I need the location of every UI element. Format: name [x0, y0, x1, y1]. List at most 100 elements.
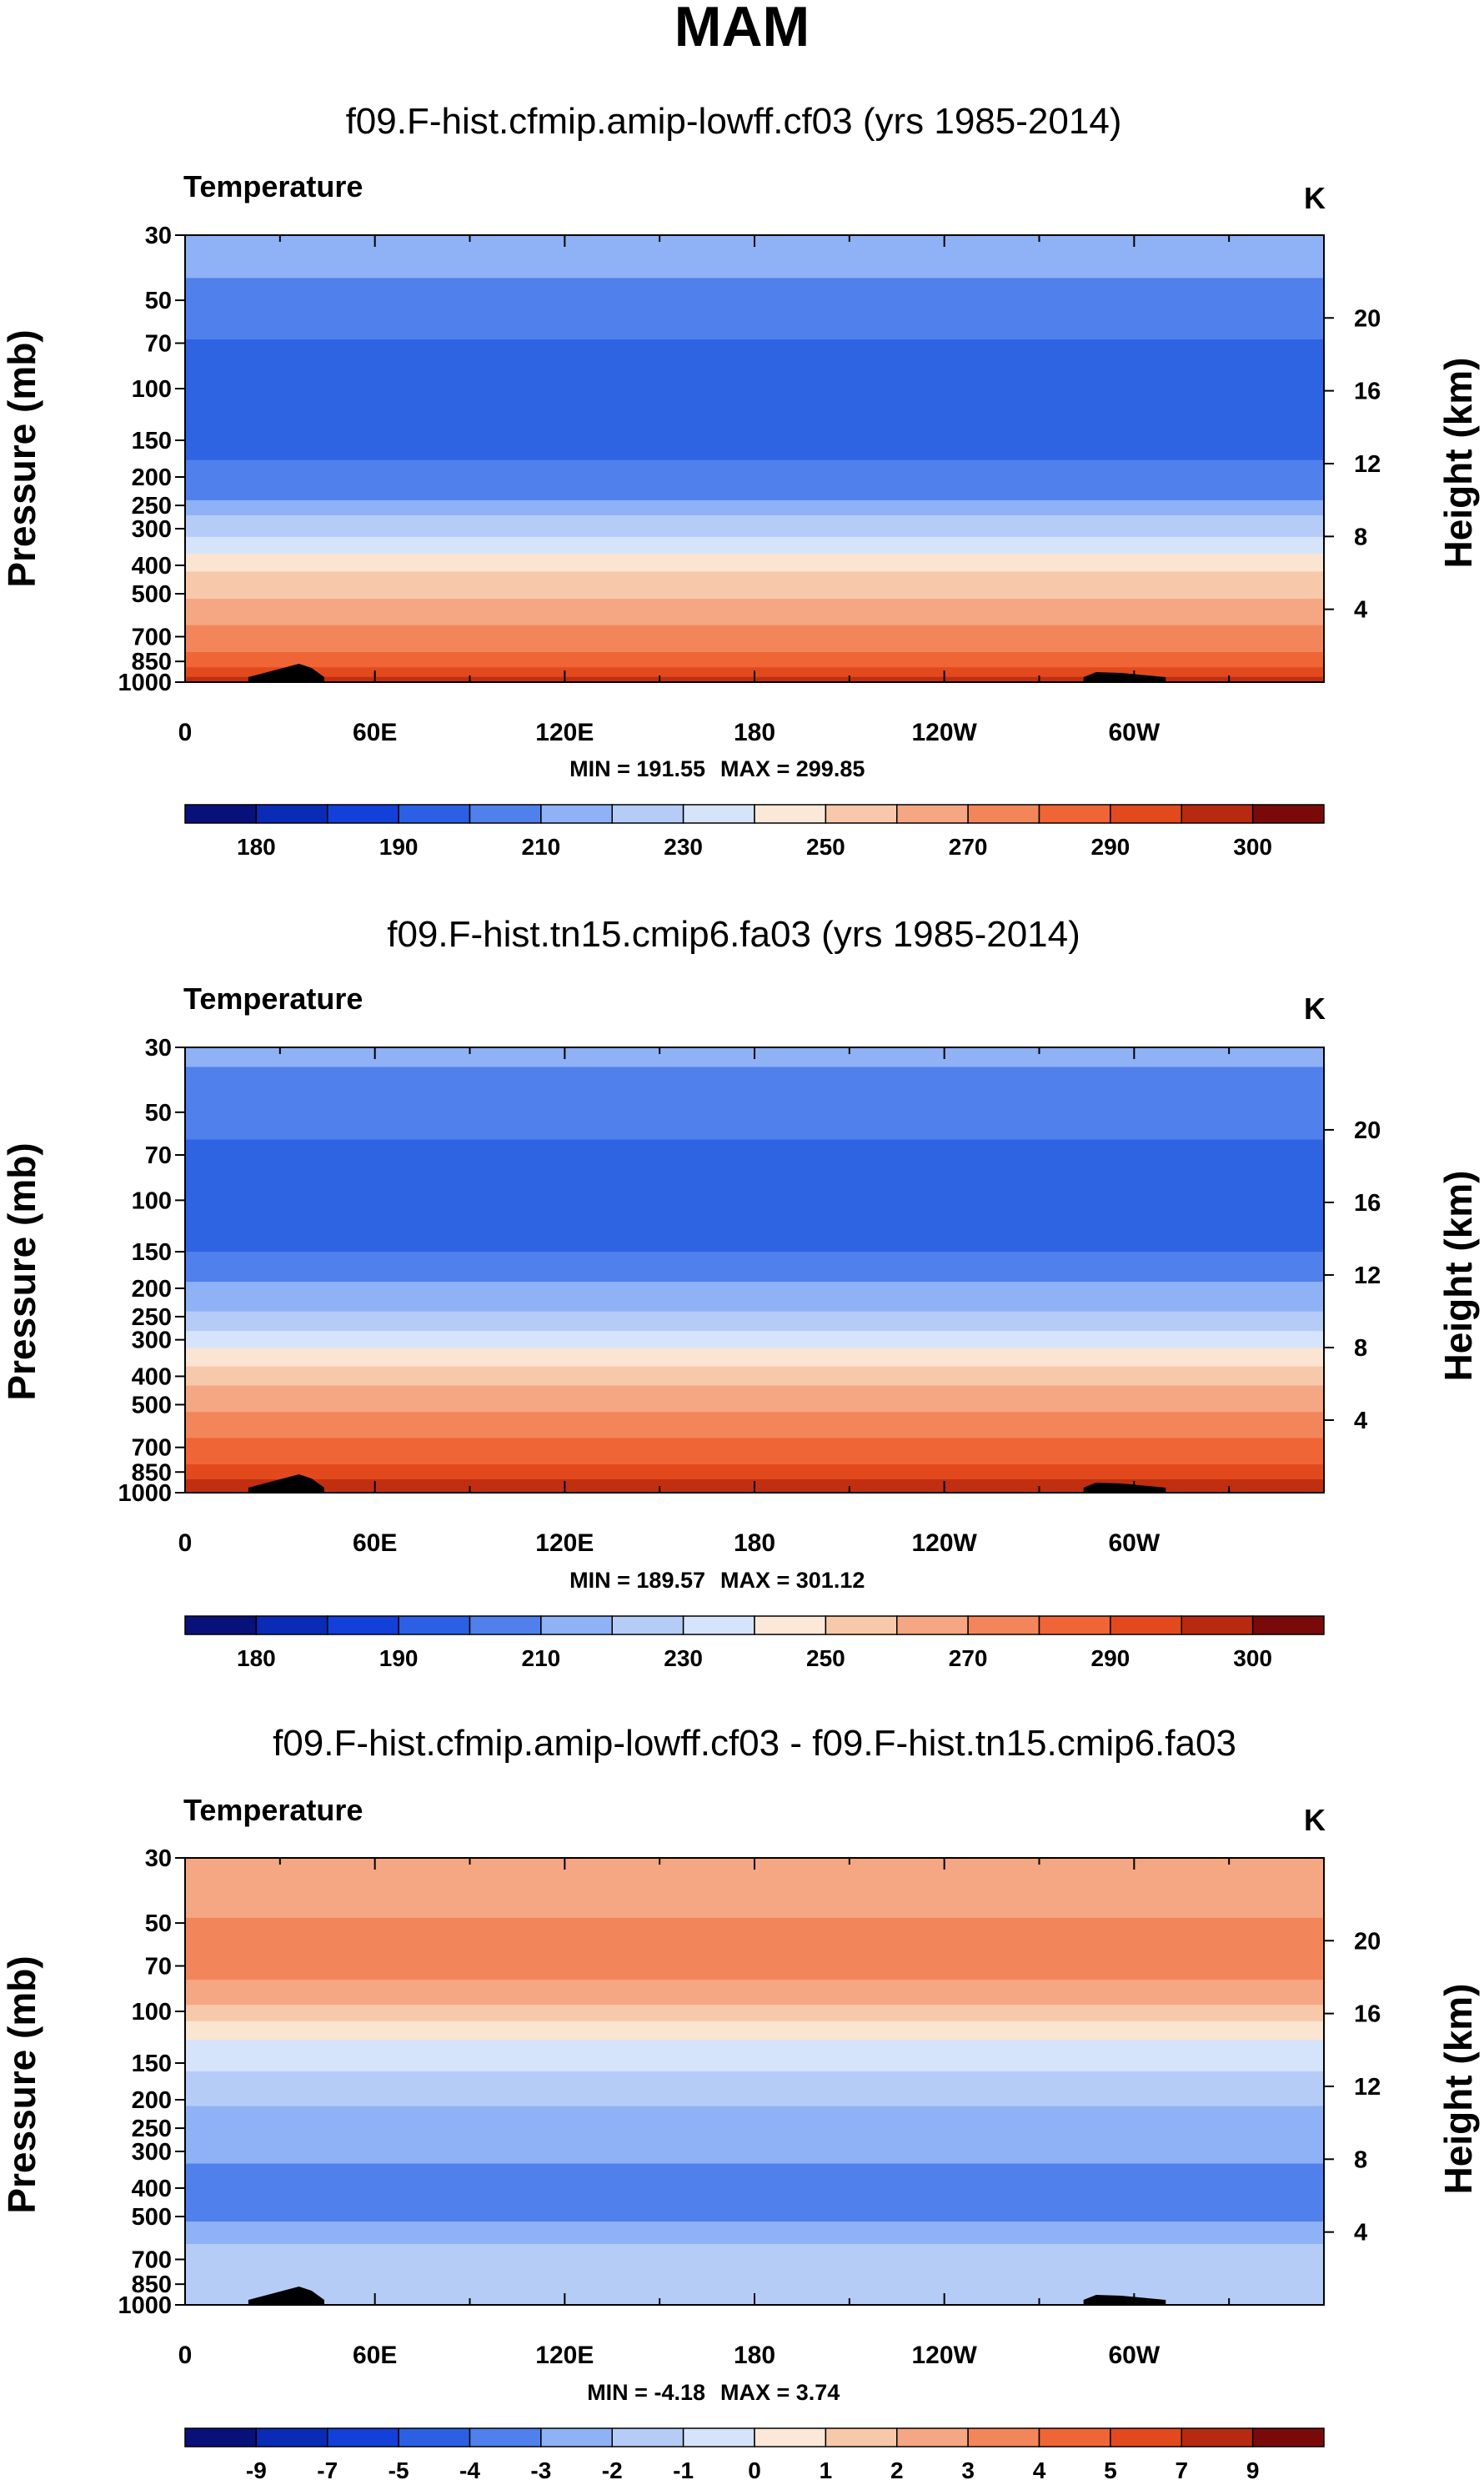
colorbar: 180 190 210 230 250 270 290 300	[184, 1615, 1325, 1671]
variable-label: Temperature	[183, 981, 363, 1016]
x-ticks: 0 60E 120E 180 120W 60W	[178, 1047, 1325, 1557]
x-tick-label: 180	[734, 719, 775, 746]
y-tick-label: 30	[145, 1845, 172, 1872]
contour-band	[185, 1311, 1324, 1332]
y-right-tick-label: 16	[1354, 1190, 1381, 1217]
colorbar-swatch	[825, 804, 898, 824]
contour-bands	[185, 1047, 1324, 1494]
y-tick-label: 70	[145, 331, 172, 358]
y-right-ticks: 20 16 12 8 4	[1324, 1117, 1381, 1434]
topography-shape	[1083, 2295, 1166, 2305]
y-tick-label: 500	[132, 1392, 172, 1418]
variable-label: Temperature	[183, 1793, 363, 1827]
colorbar-swatch	[255, 1615, 328, 1635]
x-tick-label: 180	[734, 2342, 775, 2369]
colorbar-swatch	[1038, 2427, 1111, 2447]
colorbar-tick-label: 230	[664, 1645, 703, 1671]
contour-bands	[185, 1858, 1324, 2306]
y-tick-label: 100	[132, 1999, 172, 2026]
colorbar-swatch	[1110, 2427, 1182, 2447]
contour-band	[185, 599, 1324, 626]
colorbar-swatch	[184, 1615, 258, 1635]
x-tick-label: 0	[178, 2342, 193, 2369]
colorbar-swatch	[1251, 1615, 1325, 1635]
contour-bands	[185, 235, 1324, 683]
y-tick-label: 250	[132, 2116, 172, 2142]
y-right-ticks: 20 16 12 8 4	[1324, 1928, 1381, 2247]
colorbar-swatch	[896, 804, 969, 824]
topography-shape	[248, 664, 324, 682]
colorbar-swatch	[469, 2427, 542, 2447]
max-label: MAX = 299.85	[720, 756, 865, 781]
colorbar-swatch	[682, 1615, 755, 1635]
y-tick-label: 1000	[118, 1480, 172, 1507]
y-tick-label: 70	[145, 1142, 172, 1169]
colorbar-tick-label: 290	[1091, 834, 1131, 860]
topography-shape	[248, 1474, 324, 1493]
y-right-tick-label: 12	[1354, 451, 1381, 478]
y-right-tick-label: 4	[1354, 597, 1367, 624]
x-tick-label: 0	[178, 719, 193, 746]
colorbar-tick-label: -7	[317, 2457, 338, 2480]
colorbar-swatch	[825, 1615, 898, 1635]
colorbar-swatch	[611, 804, 684, 824]
colorbar-swatch	[255, 2427, 328, 2447]
colorbar-tick-label: 7	[1175, 2457, 1188, 2480]
colorbar-swatch	[611, 2427, 684, 2447]
x-tick-label: 0	[178, 1529, 193, 1557]
y-tick-label: 50	[145, 1910, 172, 1937]
colorbar-tick-label: 180	[237, 834, 276, 860]
contour-band	[185, 1282, 1324, 1313]
contour-band	[185, 426, 1324, 461]
y-tick-label: 850	[132, 1459, 172, 1486]
colorbar-swatch	[327, 804, 399, 824]
y-tick-label: 250	[132, 493, 172, 520]
contour-band	[185, 278, 1324, 340]
y-tick-label: 700	[132, 2247, 172, 2273]
y-axis-label: Pressure (mb)	[0, 1955, 43, 2213]
contour-band	[185, 1385, 1324, 1413]
colorbar-tick-label: 210	[522, 1645, 561, 1671]
topography-shape	[248, 2287, 324, 2305]
colorbar-swatch	[1181, 2427, 1254, 2447]
colorbar-swatch	[1251, 2427, 1325, 2447]
min-label: MIN = 189.57	[569, 1568, 705, 1593]
y-tick-label: 100	[132, 1187, 172, 1214]
colorbar-swatch	[398, 804, 471, 824]
contour-band	[185, 515, 1324, 538]
x-tick-label: 60W	[1108, 1529, 1160, 1557]
colorbar-swatch	[540, 1615, 613, 1635]
colorbar-tick-label: 270	[949, 834, 988, 860]
colorbar-swatch	[754, 1615, 827, 1635]
topography-mask	[248, 2287, 1166, 2305]
y-tick-label: 700	[132, 624, 172, 650]
contour-band	[185, 1980, 1324, 2006]
y-axis-label: Pressure (mb)	[0, 329, 43, 587]
contour-band	[185, 553, 1324, 572]
figure-title: MAM	[674, 0, 810, 58]
colorbar-tick-label: 5	[1104, 2457, 1117, 2480]
colorbar-tick-label: -3	[530, 2457, 551, 2480]
y-right-tick-label: 8	[1354, 2146, 1367, 2173]
colorbar-swatch	[469, 1615, 542, 1635]
colorbar-swatch	[967, 804, 1040, 824]
y-tick-label: 50	[145, 1100, 172, 1127]
colorbar-tick-label: 270	[949, 1645, 988, 1671]
colorbar-swatch	[398, 2427, 471, 2447]
contour-band	[185, 625, 1324, 653]
panel-title: f09.F-hist.cfmip.amip-lowff.cf03 (yrs 19…	[346, 101, 1122, 142]
colorbar-swatch	[682, 804, 755, 824]
colorbar-tick-label: 300	[1233, 834, 1272, 860]
y-right-tick-label: 20	[1354, 1117, 1381, 1144]
panel-2: f09.F-hist.tn15.cmip6.fa03 (yrs 1985-201…	[0, 914, 1480, 1671]
contour-band	[185, 536, 1324, 555]
y-tick-label: 200	[132, 2087, 172, 2114]
colorbar-swatch	[255, 804, 328, 824]
colorbar-tick-label: 300	[1233, 1645, 1272, 1671]
colorbar-swatch	[540, 2427, 613, 2447]
x-tick-label: 120E	[535, 2342, 594, 2369]
y-right-tick-label: 8	[1354, 524, 1367, 550]
y-tick-label: 850	[132, 649, 172, 675]
y-right-tick-label: 12	[1354, 2074, 1381, 2101]
